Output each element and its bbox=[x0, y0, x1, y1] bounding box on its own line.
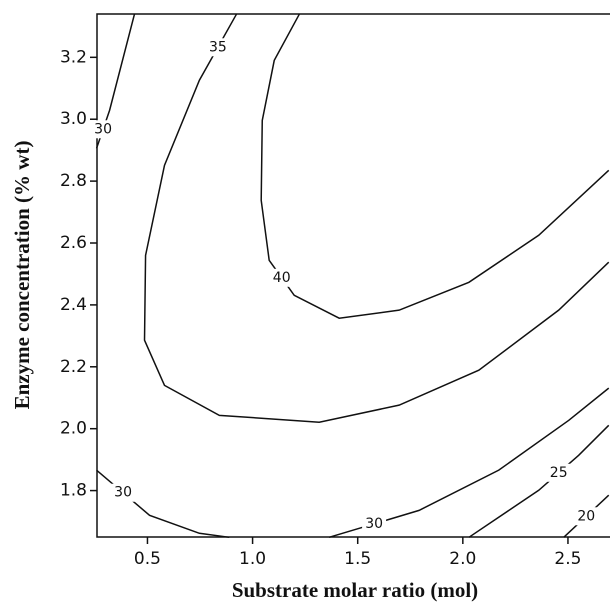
y-tick-label: 3.0 bbox=[60, 109, 87, 129]
x-tick-label: 1.5 bbox=[344, 549, 371, 569]
y-tick-label: 1.8 bbox=[60, 481, 87, 501]
contour-label-bg bbox=[91, 120, 116, 139]
y-tick-label: 2.0 bbox=[60, 419, 87, 439]
contour-label: 40 bbox=[273, 270, 291, 286]
contour-label-bg bbox=[269, 268, 294, 287]
y-tick-label: 2.4 bbox=[60, 295, 87, 315]
contour-label: 25 bbox=[550, 465, 568, 481]
y-axis-title: Enzyme concentration (% wt) bbox=[10, 141, 34, 410]
x-axis-title: Substrate molar ratio (mol) bbox=[232, 578, 478, 602]
contour-line bbox=[96, 469, 230, 539]
contour-label: 35 bbox=[209, 39, 227, 55]
y-tick-label: 3.2 bbox=[60, 47, 87, 67]
contour-label-bg bbox=[574, 507, 599, 526]
y-tick-label: 2.8 bbox=[60, 171, 87, 191]
contour-line bbox=[328, 387, 610, 539]
y-tick-label: 2.6 bbox=[60, 233, 87, 253]
x-tick-label: 1.0 bbox=[239, 549, 266, 569]
contour-label-bg bbox=[362, 514, 387, 533]
y-tick-label: 2.2 bbox=[60, 357, 87, 377]
contour-label-bg bbox=[205, 38, 230, 57]
contour-line bbox=[143, 13, 610, 423]
contour-label-bg bbox=[111, 483, 136, 502]
contour-label: 30 bbox=[365, 516, 383, 532]
x-tick-label: 0.5 bbox=[134, 549, 161, 569]
contour-label: 30 bbox=[114, 485, 132, 501]
plot-frame bbox=[96, 13, 610, 538]
contour-line bbox=[260, 13, 610, 319]
contour-label: 20 bbox=[577, 508, 595, 524]
x-tick-label: 2.5 bbox=[554, 549, 581, 569]
contour-label-bg bbox=[546, 463, 571, 482]
contour-label: 30 bbox=[94, 121, 112, 137]
x-tick-label: 2.0 bbox=[449, 549, 476, 569]
